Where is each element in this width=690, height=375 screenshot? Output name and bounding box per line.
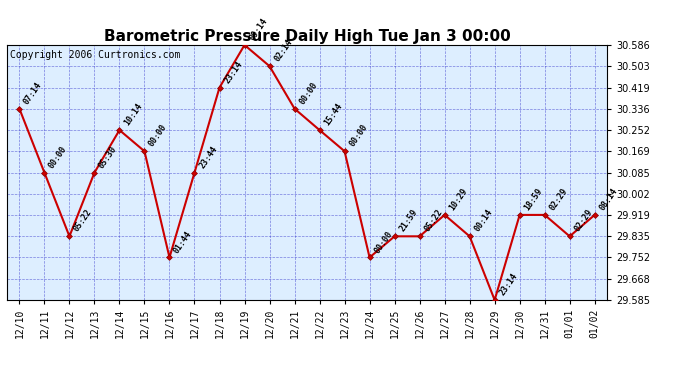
Text: 00:14: 00:14 <box>473 208 494 234</box>
Text: 02:29: 02:29 <box>547 186 569 212</box>
Text: 00:00: 00:00 <box>147 123 169 148</box>
Text: 02:29: 02:29 <box>573 208 594 234</box>
Text: 10:29: 10:29 <box>447 186 469 212</box>
Text: 09:14: 09:14 <box>247 16 269 42</box>
Text: 10:14: 10:14 <box>122 102 144 127</box>
Text: 05:22: 05:22 <box>72 208 94 234</box>
Text: 23:44: 23:44 <box>197 144 219 170</box>
Text: 00:00: 00:00 <box>47 144 69 170</box>
Text: 23:14: 23:14 <box>222 59 244 85</box>
Text: 15:44: 15:44 <box>322 102 344 127</box>
Text: 00:00: 00:00 <box>347 123 369 148</box>
Text: 05:30: 05:30 <box>97 144 119 170</box>
Text: Copyright 2006 Curtronics.com: Copyright 2006 Curtronics.com <box>10 50 180 60</box>
Text: 08:14: 08:14 <box>598 186 619 212</box>
Text: 00:00: 00:00 <box>297 80 319 106</box>
Text: 07:14: 07:14 <box>22 80 44 106</box>
Text: 01:44: 01:44 <box>172 229 194 255</box>
Text: 00:00: 00:00 <box>373 229 394 255</box>
Text: 18:59: 18:59 <box>522 186 544 212</box>
Text: 21:59: 21:59 <box>397 208 419 234</box>
Text: 02:14: 02:14 <box>273 38 294 63</box>
Text: 23:14: 23:14 <box>497 272 519 297</box>
Title: Barometric Pressure Daily High Tue Jan 3 00:00: Barometric Pressure Daily High Tue Jan 3… <box>104 29 511 44</box>
Text: 05:22: 05:22 <box>422 208 444 234</box>
